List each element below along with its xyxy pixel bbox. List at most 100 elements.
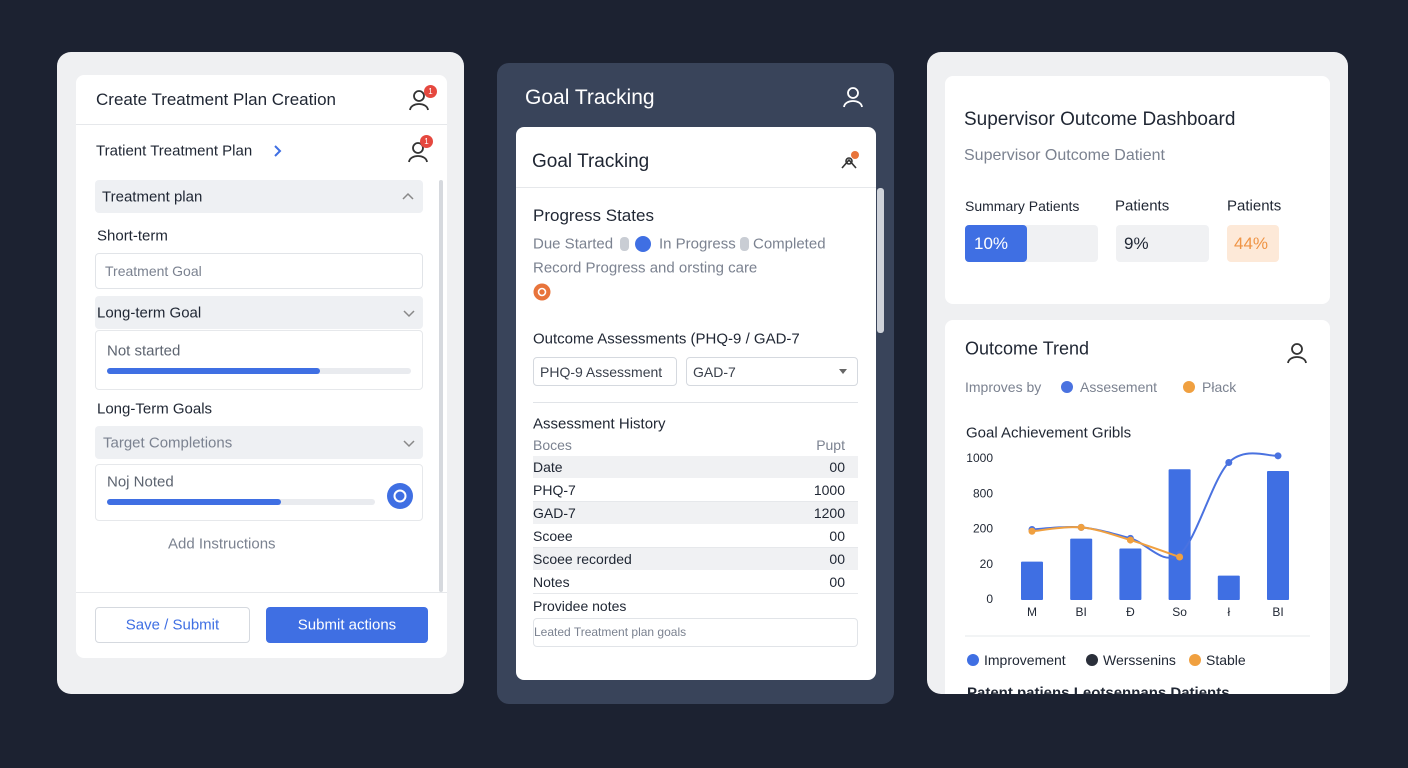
progress-fill xyxy=(107,368,320,374)
legend-label: Płack xyxy=(1202,379,1237,395)
text-input[interactable] xyxy=(533,618,858,647)
line-point xyxy=(1077,523,1085,531)
notification-badge: 1 xyxy=(424,85,437,98)
x-tick-label: So xyxy=(1172,605,1187,619)
goal-status: Noj Noted xyxy=(107,473,174,491)
stat-label: Patients xyxy=(1115,197,1170,215)
avatar-icon[interactable] xyxy=(1286,341,1308,365)
caret-up xyxy=(402,192,414,200)
avatar-icon[interactable] xyxy=(408,88,430,112)
table-cell: Notes xyxy=(533,574,570,590)
section-title: Assessment History xyxy=(533,415,666,433)
section-title: Outcome Assessments (PHQ-9 / GAD-7 xyxy=(533,330,800,348)
dashboard-subtitle: Supervisor Outcome Datient xyxy=(964,147,1165,164)
section-title: Progress States xyxy=(533,206,654,225)
x-tick-label: ł xyxy=(1227,605,1230,619)
summary-card xyxy=(945,76,1330,304)
select-label: GAD-7 xyxy=(693,364,736,380)
table-header: Pupt xyxy=(816,437,845,453)
stat-label: Patients xyxy=(1227,197,1282,215)
y-tick-label: 20 xyxy=(980,557,994,571)
table-cell: 1200 xyxy=(813,505,845,521)
input-placeholder: Treatment Goal xyxy=(105,263,202,279)
dashboard-title: Supervisor Outcome Dashboard xyxy=(964,109,1236,130)
table-row-line xyxy=(533,547,858,548)
record-icon[interactable] xyxy=(533,283,551,301)
x-tick-label: Ð xyxy=(1126,605,1135,619)
legend-label: Werssenins xyxy=(1103,652,1176,668)
chart-subtitle: Goal Achievement Gribls xyxy=(966,424,1132,442)
table-cell: 00 xyxy=(829,551,845,567)
settings-icon[interactable] xyxy=(838,150,860,172)
add-instructions[interactable]: Add Instructions xyxy=(168,535,276,553)
text-input[interactable] xyxy=(95,253,423,289)
select[interactable] xyxy=(533,357,677,386)
state-dot xyxy=(635,236,651,252)
state-pill xyxy=(740,237,749,251)
table-cell: 00 xyxy=(829,459,845,475)
plan-card xyxy=(76,75,447,658)
avatar-icon[interactable] xyxy=(842,85,864,109)
line-series xyxy=(1031,526,1180,558)
avatar-icon[interactable] xyxy=(407,140,429,164)
table-row-bg xyxy=(533,548,858,570)
goal-status: Not started xyxy=(107,342,181,360)
toggle-button[interactable] xyxy=(386,482,414,510)
line-point xyxy=(1274,452,1282,460)
legend-dot xyxy=(967,654,979,666)
table-cell: Scoee recorded xyxy=(533,551,632,567)
table-cell: Date xyxy=(533,459,563,475)
goal-box xyxy=(95,330,423,390)
scrollbar[interactable] xyxy=(439,180,443,592)
line-series xyxy=(1031,452,1279,559)
legend-dot xyxy=(1061,381,1073,393)
state-label: Completed xyxy=(753,235,826,253)
y-tick-label: 800 xyxy=(973,486,993,500)
stat-label: Summary Patients xyxy=(965,198,1080,214)
bar xyxy=(1119,548,1142,600)
goal-card xyxy=(516,127,876,680)
divider xyxy=(76,592,447,593)
x-tick-label: BI xyxy=(1076,605,1087,619)
accordion[interactable] xyxy=(95,296,423,329)
table-cell: 1000 xyxy=(813,482,845,498)
stat-box xyxy=(1116,225,1209,262)
stat-value: 44% xyxy=(1234,234,1269,253)
stat-value: 10% xyxy=(974,234,1009,253)
select[interactable] xyxy=(686,357,858,386)
legend-dot xyxy=(1189,654,1201,666)
accordion[interactable] xyxy=(95,180,423,213)
legend-label: Assesement xyxy=(1080,379,1158,395)
x-tick-label: BI xyxy=(1272,605,1283,619)
table-row-line xyxy=(533,593,858,594)
y-tick-label: 200 xyxy=(973,522,993,536)
dashboard-panel: Patent patiens Leotsennans Datients xyxy=(927,52,1348,694)
table-cell: Scoee xyxy=(533,528,573,544)
divider xyxy=(533,402,858,403)
button-label: Save / Submit xyxy=(125,616,220,634)
line-point xyxy=(1225,459,1233,467)
table-row-bg xyxy=(533,502,858,524)
primary-button[interactable] xyxy=(266,607,428,643)
breadcrumb[interactable]: Tratient Treatment Plan xyxy=(96,142,253,160)
input-placeholder: Leated Treatment plan goals xyxy=(534,625,687,639)
field-label: Long-Term Goals xyxy=(97,400,213,418)
table-cell: 00 xyxy=(829,528,845,544)
scrollbar[interactable] xyxy=(877,188,884,333)
field-label: Providee notes xyxy=(533,598,627,614)
plan-title: Create Treatment Plan Creation xyxy=(96,90,337,109)
legend-dot xyxy=(1086,654,1098,666)
bar xyxy=(1267,470,1289,600)
state-label: In Progress xyxy=(659,235,736,253)
goal-box xyxy=(95,464,423,521)
select-label: PHQ-9 Assessment xyxy=(540,364,663,380)
legend-label: Stable xyxy=(1206,652,1246,668)
card-title: Goal Tracking xyxy=(532,151,650,172)
divider xyxy=(516,187,876,188)
footer-text: Patent patiens Leotsennans Datients xyxy=(967,684,1230,695)
table-cell: 00 xyxy=(829,574,845,590)
secondary-button[interactable] xyxy=(95,607,250,643)
select[interactable] xyxy=(95,426,423,459)
table-header: Boces xyxy=(533,437,572,453)
